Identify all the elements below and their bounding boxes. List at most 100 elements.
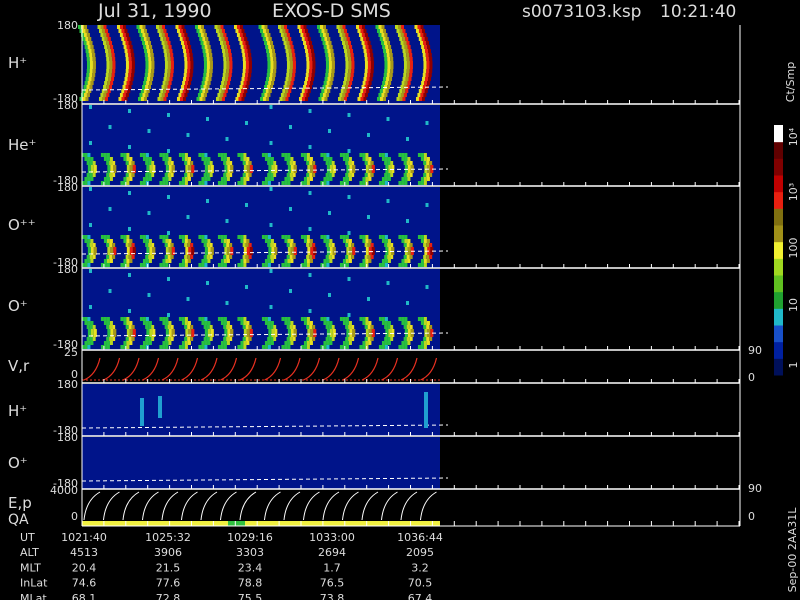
spectrogram-cell (109, 321, 113, 325)
spectrogram-cell (162, 235, 166, 239)
spectrogram-cell (309, 57, 313, 61)
spectrogram-cell (318, 97, 322, 101)
spectrogram-cell (287, 239, 291, 243)
spectrogram-cell (88, 49, 92, 53)
spectrogram-cell (148, 61, 152, 65)
spectrogram-cell (406, 325, 410, 329)
spectrogram-cell (236, 93, 240, 97)
spectrogram-cell (170, 173, 174, 177)
spectrogram-cell (181, 259, 185, 263)
spectrogram-cell (287, 165, 291, 169)
spectrogram-cell (165, 153, 169, 157)
spectrogram-cell (210, 329, 214, 333)
spectrogram-cell (368, 169, 372, 173)
spectrogram-cell (198, 25, 201, 29)
spectrogram-cell (388, 251, 392, 255)
spectrogram-cell (430, 165, 434, 169)
spectrogram-cell (384, 65, 388, 69)
spectrogram-cell (222, 73, 226, 77)
spectrogram-cell (320, 317, 324, 321)
spectrogram-cell (313, 333, 317, 337)
spectrogram-cell (401, 181, 405, 185)
spectrogram-cell (205, 37, 209, 41)
spectrogram-cell (240, 263, 244, 267)
spectrogram-cell (422, 73, 426, 77)
spectrogram-cell (160, 89, 164, 93)
spectrogram-cell (182, 89, 186, 93)
spectrogram-cell (287, 317, 291, 321)
spectrogram-cell (265, 81, 269, 85)
spectrogram-cell (365, 45, 369, 49)
spectrogram-cell (106, 153, 110, 157)
spectrogram-cell (220, 153, 224, 157)
spectrogram-cell (362, 235, 366, 239)
spectrogram-cell (310, 81, 314, 85)
spectrogram-cell (217, 93, 221, 97)
spectrogram-cell (328, 41, 332, 45)
spectrogram-cell (274, 333, 278, 337)
spectrogram-cell (207, 157, 211, 161)
spectrogram-cell (388, 169, 392, 173)
spectrogram-cell (122, 41, 126, 45)
spectrogram-cell (391, 165, 395, 169)
spectrogram-cell (313, 165, 317, 169)
spectrogram-cell (407, 251, 411, 255)
spectrogram-cell (89, 57, 93, 61)
spectrogram-cell (399, 37, 403, 41)
spectrogram-cell (407, 341, 411, 345)
spectrogram-cell (364, 93, 368, 97)
velocity-trace (181, 357, 199, 381)
spectrogram-cell (401, 153, 405, 157)
spectrogram-cell (107, 333, 111, 337)
spectrogram-cell (384, 321, 388, 325)
spectrogram-cell (131, 69, 135, 73)
spectrogram-cell (87, 251, 91, 255)
spectrogram-cell (306, 57, 310, 61)
spectrogram-cell (105, 73, 109, 77)
spectrogram-cell (324, 37, 328, 41)
spectrogram-cell (197, 93, 201, 97)
spectrogram-cell (290, 247, 294, 251)
spectrogram-cell (109, 341, 113, 345)
spectrogram-cell (364, 41, 368, 45)
spectrogram-cell (308, 273, 312, 277)
spectrogram-cell (209, 325, 213, 329)
spectrogram-cell (188, 329, 192, 333)
spectrogram-cell (423, 341, 427, 345)
spectrogram-cell (287, 235, 291, 239)
spectrogram-cell (290, 251, 294, 255)
spectrogram-cell (241, 89, 245, 93)
spectrogram-cell (417, 153, 421, 157)
spectrogram-cell (223, 93, 227, 97)
spectrogram-cell (289, 173, 293, 177)
spectrogram-cell (388, 329, 392, 333)
spectrogram-cell (243, 263, 247, 267)
spectrogram-cell (364, 61, 368, 65)
spectrogram-cell (404, 317, 408, 321)
spectrogram-cell (145, 157, 149, 161)
spectrogram-cell (381, 181, 385, 185)
spectrogram-cell (387, 177, 391, 181)
spectrogram-cell (106, 337, 110, 341)
spectrogram-cell (347, 49, 351, 53)
spectrogram-cell (87, 333, 91, 337)
spectrogram-cell (245, 65, 249, 69)
spectrogram-cell (82, 97, 86, 101)
spectrogram-cell (360, 37, 364, 41)
spectrogram-cell (112, 325, 116, 329)
spectrogram-cell (149, 247, 153, 251)
spectrogram-cell (312, 161, 316, 165)
spectrogram-cell (289, 325, 293, 329)
spectrogram-cell (290, 45, 294, 49)
spectrogram-cell (306, 345, 310, 349)
spectrogram-cell (92, 161, 96, 165)
spectrogram-cell (311, 49, 315, 53)
spectrogram-cell (228, 53, 232, 57)
y-tick-label: 180 (57, 181, 78, 194)
spectrogram-cell (322, 85, 326, 89)
spectrogram-cell (167, 149, 170, 153)
spectrogram-cell (304, 97, 308, 101)
spectrogram-cell (405, 89, 409, 93)
spectrogram-cell (313, 247, 317, 251)
spectrogram-cell (170, 255, 174, 259)
